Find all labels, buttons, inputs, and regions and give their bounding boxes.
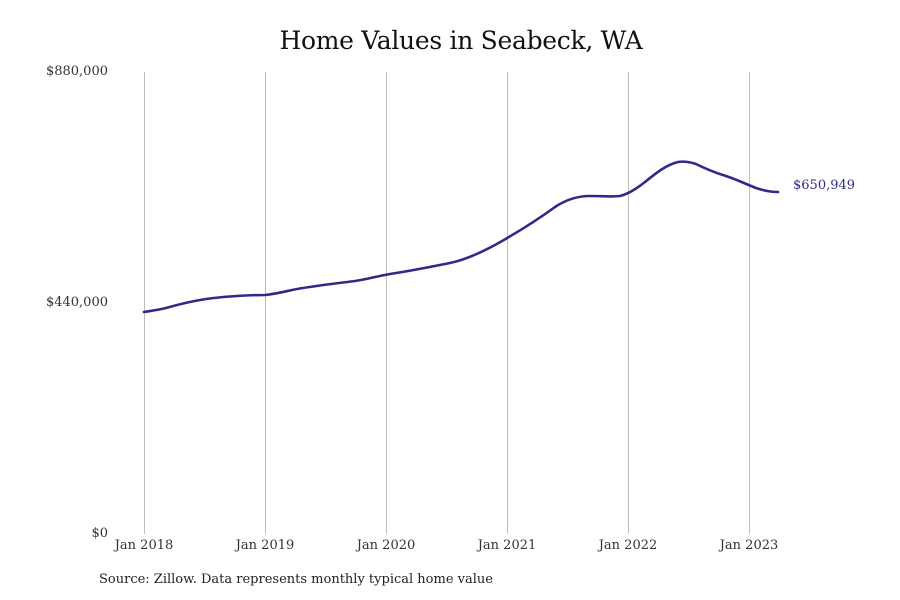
y-tick-440000: $440,000	[45, 295, 108, 310]
x-tick-2022: Jan 2022	[598, 538, 658, 553]
end-value-label: $650,949	[793, 178, 856, 193]
x-tick-2021: Jan 2021	[477, 538, 537, 553]
gridlines	[144, 72, 750, 534]
y-tick-880000: $880,000	[45, 64, 108, 79]
x-tick-2018: Jan 2018	[114, 538, 174, 553]
y-tick-0: $0	[91, 526, 108, 541]
source-note: Source: Zillow. Data represents monthly …	[99, 572, 493, 587]
chart-title: Home Values in Seabeck, WA	[279, 26, 643, 55]
x-tick-2023: Jan 2023	[719, 538, 779, 553]
x-tick-2020: Jan 2020	[356, 538, 416, 553]
series-line	[142, 160, 780, 314]
x-tick-2019: Jan 2019	[235, 538, 295, 553]
